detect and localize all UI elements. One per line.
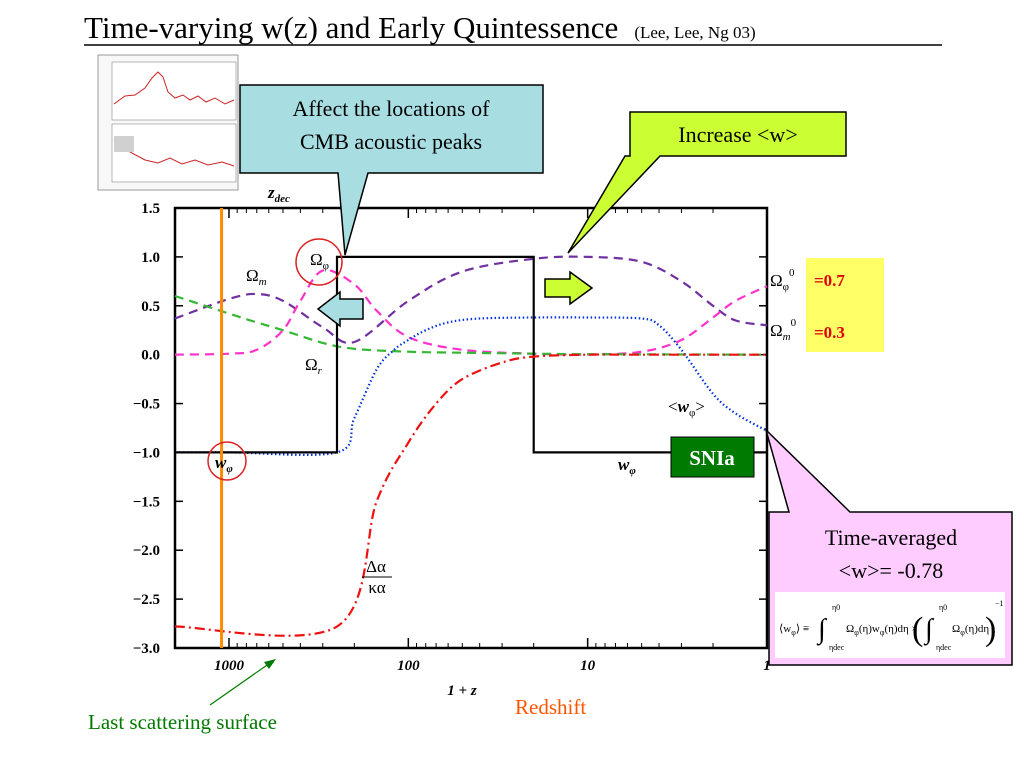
w-phi-series xyxy=(175,255,767,454)
cmb-peaks-callout: Affect the locations of CMB acoustic pea… xyxy=(239,84,544,256)
svg-text:κα: κα xyxy=(368,578,385,597)
snia-badge xyxy=(670,436,755,478)
x-tick-label: 10 xyxy=(580,658,596,674)
w-phi-label-left: wφ xyxy=(215,453,233,475)
w-phi-average-series xyxy=(175,316,768,457)
y-tick-label: −3.0 xyxy=(133,641,160,657)
w-phi-avg-label: <wφ> xyxy=(668,397,705,419)
y-tick-label: −2.0 xyxy=(133,543,160,559)
svg-text:Increase <w>: Increase <w> xyxy=(678,122,797,147)
svg-text:Time-averaged: Time-averaged xyxy=(825,525,957,550)
y-tick-label: −1.0 xyxy=(133,445,160,461)
svg-text:⟨wφ⟩ ≡: ⟨wφ⟩ ≡ xyxy=(779,623,809,637)
omega-m-0-value: =0.3 xyxy=(814,323,845,342)
formula-box xyxy=(775,592,1005,658)
omega-phi-label: Ωφ xyxy=(310,250,329,272)
w-phi-label-right: wφ xyxy=(618,455,636,477)
y-tick-label: −0.5 xyxy=(133,397,160,413)
svg-text:Affect the locations of: Affect the locations of xyxy=(293,96,491,121)
x-tick-label: 100 xyxy=(397,658,420,674)
svg-text:Ωφ(η)dη: Ωφ(η)dη xyxy=(952,623,989,637)
right-arrow xyxy=(544,270,594,306)
y-tick-label: 1.0 xyxy=(141,250,160,266)
omega-phi-0-value: =0.7 xyxy=(814,271,845,290)
svg-text:η0: η0 xyxy=(832,603,840,612)
delta-alpha-series xyxy=(174,353,767,637)
delta-alpha-label: Δα κα xyxy=(362,557,392,597)
legend-value-box xyxy=(806,258,884,352)
x-tick-label: 1000 xyxy=(214,658,245,674)
svg-text:∫: ∫ xyxy=(816,614,828,646)
omega-phi-series xyxy=(174,269,768,356)
svg-text:<w>= -0.78: <w>= -0.78 xyxy=(839,558,943,583)
svg-text:Δα: Δα xyxy=(366,557,386,576)
x-tick-label: 1 xyxy=(763,658,771,674)
x-axis: 1000 100 10 1 xyxy=(174,208,771,674)
omega-phi-highlight-circle xyxy=(295,238,343,286)
z-dec-label: zdec xyxy=(267,183,290,205)
svg-text:ηdec: ηdec xyxy=(829,643,845,652)
svg-text:CMB acoustic peaks: CMB acoustic peaks xyxy=(300,129,482,154)
snia-label: SNIa xyxy=(689,446,735,470)
left-arrow xyxy=(316,290,364,328)
y-tick-label: 0.5 xyxy=(141,299,160,315)
omega-m-0-label: Ωm0 xyxy=(770,317,797,343)
increase-w-callout: Increase <w> xyxy=(567,111,847,254)
omega-r-label: Ωr xyxy=(305,355,323,377)
omega-phi-0-label: Ωφ0 xyxy=(770,267,795,293)
svg-text:∫: ∫ xyxy=(923,614,935,646)
series-layer xyxy=(174,255,768,637)
y-tick-label: 1.5 xyxy=(141,201,160,217)
y-tick-label: 0.0 xyxy=(141,348,160,364)
slide-title: Time-varying w(z) and Early Quintessence… xyxy=(84,10,756,45)
redshift-label: Redshift xyxy=(515,695,586,719)
y-tick-label: −1.5 xyxy=(133,494,160,510)
w-phi-highlight-circle xyxy=(207,441,247,481)
plot-frame xyxy=(173,206,769,650)
svg-text:): ) xyxy=(985,611,996,648)
y-axis: 1.5 1.0 0.5 0.0 −0.5 −1.0 −1.5 −2.0 −2.5 −3.0 xyxy=(133,201,767,657)
svg-text:(: ( xyxy=(912,611,923,648)
svg-text:ηdec: ηdec xyxy=(936,643,952,652)
omega-m-label: Ωm xyxy=(246,266,267,288)
averaging-formula: ⟨wφ⟩ ≡ ∫ η0 ηdec Ωφ(η)wφ(η)dη × ( ∫ η0 η… xyxy=(779,599,1004,652)
svg-text:Last scattering surface: Last scattering surface xyxy=(88,710,277,734)
last-scattering-annotation: Last scattering surface xyxy=(88,659,277,734)
svg-text:Ωφ(η)wφ(η)dη ×: Ωφ(η)wφ(η)dη × xyxy=(846,623,918,637)
omega-m-series xyxy=(174,255,768,345)
svg-text:−1: −1 xyxy=(995,599,1004,608)
svg-text:η0: η0 xyxy=(939,603,947,612)
cmb-spectrum-thumbnail xyxy=(97,54,239,191)
x-axis-label: 1 + z xyxy=(447,683,477,699)
y-tick-label: −2.5 xyxy=(133,592,160,608)
time-averaged-callout: Time-averaged <w>= -0.78 ⟨wφ⟩ ≡ ∫ η0 ηde… xyxy=(764,427,1013,666)
